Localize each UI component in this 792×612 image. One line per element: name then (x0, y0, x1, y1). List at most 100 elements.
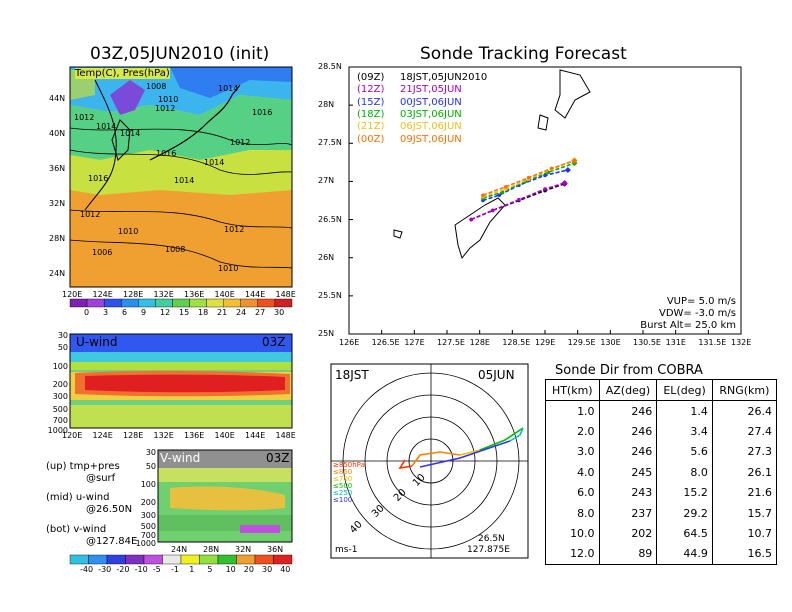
note-bot-level: @127.84E (86, 536, 138, 547)
table-cell: 1.4 (656, 400, 713, 422)
table-cell: 16.5 (711, 543, 778, 566)
temp-colorbar-tick: 3 (103, 308, 109, 317)
track-x-tick: 126.5E (371, 338, 400, 347)
track-param: VDW= -3.0 m/s (659, 308, 736, 319)
track-point (543, 187, 547, 191)
table-row: 10.0 202 64.5 10.7 (545, 523, 778, 544)
track-point (517, 197, 521, 202)
isobar-label: 1012 (74, 113, 95, 122)
vwind-band (170, 486, 285, 511)
table-cell: 27.4 (711, 421, 778, 442)
uwind-lon-tick: 136E (184, 431, 205, 440)
track-burst-marker (561, 179, 568, 186)
track-title: Sonde Tracking Forecast (420, 44, 627, 64)
wind-colorbar-cell (162, 554, 182, 565)
table-cell: 243 (598, 482, 658, 503)
uwind-p-tick: 300 (52, 392, 68, 401)
uwind-time: 03Z (262, 335, 286, 349)
temp-colorbar-tick: 15 (179, 308, 190, 317)
isobar (69, 127, 293, 146)
table-cell: 89 (598, 543, 658, 566)
track-point (469, 217, 473, 222)
hodo-lon: 127.875E (467, 545, 510, 555)
table-row: 4.0 245 8.0 26.1 (545, 462, 778, 483)
track-point (490, 208, 495, 213)
note-bot: (bot) v-wind (46, 524, 107, 535)
korea-coast (111, 119, 131, 161)
table-cell: 15.2 (656, 482, 713, 503)
track-y-tick: 26.5N (318, 214, 342, 224)
temp-colorbar-cell (257, 298, 276, 308)
uwind-p-tick: 700 (52, 416, 68, 425)
vwind-lat-tick: 28N (203, 545, 220, 554)
hodo-trace (411, 451, 461, 467)
uwind-lon-tick: 132E (153, 431, 174, 440)
isobar-label: 1016 (88, 174, 109, 183)
uwind-lon-tick: 120E (62, 431, 83, 440)
track-x-tick: 129E (535, 338, 556, 347)
uwind-lon-tick: 148E (275, 431, 296, 440)
track-x-tick: 129.5E (567, 338, 596, 347)
wind-colorbar-tick: -30 (98, 565, 112, 574)
uwind-band-top (70, 334, 292, 352)
map-lon-tick: 144E (245, 290, 266, 299)
track-y-tick: 27.5N (318, 138, 342, 148)
hodo-lat: 26.5N (478, 534, 505, 544)
track-y-tick: 25.5N (318, 290, 342, 300)
temp-colorbar-tick: 24 (236, 308, 247, 317)
table-cell: 6.0 (545, 482, 600, 503)
isobar-label: 1010 (218, 264, 239, 273)
track-x-tick: 130.5E (633, 338, 661, 347)
vwind-p-tick: 50 (145, 462, 156, 471)
hodo-level-label: ≤250 (333, 489, 353, 497)
map-lat-tick: 44N (49, 94, 66, 103)
track-x-tick: 126E (339, 338, 360, 347)
table-cell: 15.7 (711, 502, 778, 524)
table-cell: 2.0 (545, 421, 600, 442)
uwind-p-tick: 500 (52, 405, 68, 414)
map-lon-tick: 124E (92, 290, 113, 299)
uwind-p-tick: 100 (52, 362, 68, 371)
vwind-band (158, 468, 292, 482)
table-cell: 26.1 (711, 462, 778, 483)
track-legend-label: 06JST,06JUN (400, 121, 462, 133)
track-y-tick: 28N (318, 100, 335, 110)
temp-colorbar-cell (69, 298, 88, 308)
track-x-tick: 131.5E (698, 338, 727, 347)
japan-coast (149, 84, 241, 161)
track-burst-marker (564, 166, 571, 173)
track-point (526, 175, 531, 180)
track-legend-code: (00Z) (357, 133, 385, 145)
coastline (84, 79, 117, 211)
uwind-lon-tick: 124E (92, 431, 113, 440)
wind-colorbar-tick: -10 (134, 565, 148, 574)
wind-colorbar-cell (254, 554, 274, 565)
isobar-label: 1016 (252, 108, 273, 117)
track-x-tick: 128E (469, 338, 490, 347)
temp-colorbar-cell (240, 298, 259, 308)
track-burst-marker (571, 157, 578, 164)
uwind-lon-tick: 140E (214, 431, 235, 440)
temp-colorbar-cell (86, 298, 105, 308)
wind-colorbar-tick: -5 (152, 565, 161, 574)
uwind-frame (69, 333, 293, 429)
temp-colorbar-tick: 21 (217, 308, 228, 317)
track-point (481, 193, 485, 197)
map-fill-band (110, 80, 145, 115)
temp-colorbar-cell (189, 298, 207, 308)
hodo-trace (419, 440, 511, 468)
wind-colorbar-tick: 30 (262, 565, 273, 574)
temp-colorbar-cell (121, 298, 139, 308)
wind-colorbar-cell (88, 554, 108, 565)
wind-colorbar-tick: -20 (116, 565, 130, 574)
table-cell: 237 (598, 502, 658, 524)
table-cell: 5.6 (656, 441, 713, 463)
wind-colorbar-cell (180, 554, 200, 565)
isobar-label: 1014 (120, 129, 141, 138)
wind-colorbar-tick: 10 (225, 565, 236, 574)
wind-colorbar-cell (199, 554, 219, 565)
table-row: 1.0 246 1.4 26.4 (545, 400, 778, 422)
uwind-p-tick: 30 (57, 331, 68, 340)
vwind-p-tick: 200 (140, 498, 156, 507)
uwind-p-tick: 1000 (47, 426, 68, 435)
